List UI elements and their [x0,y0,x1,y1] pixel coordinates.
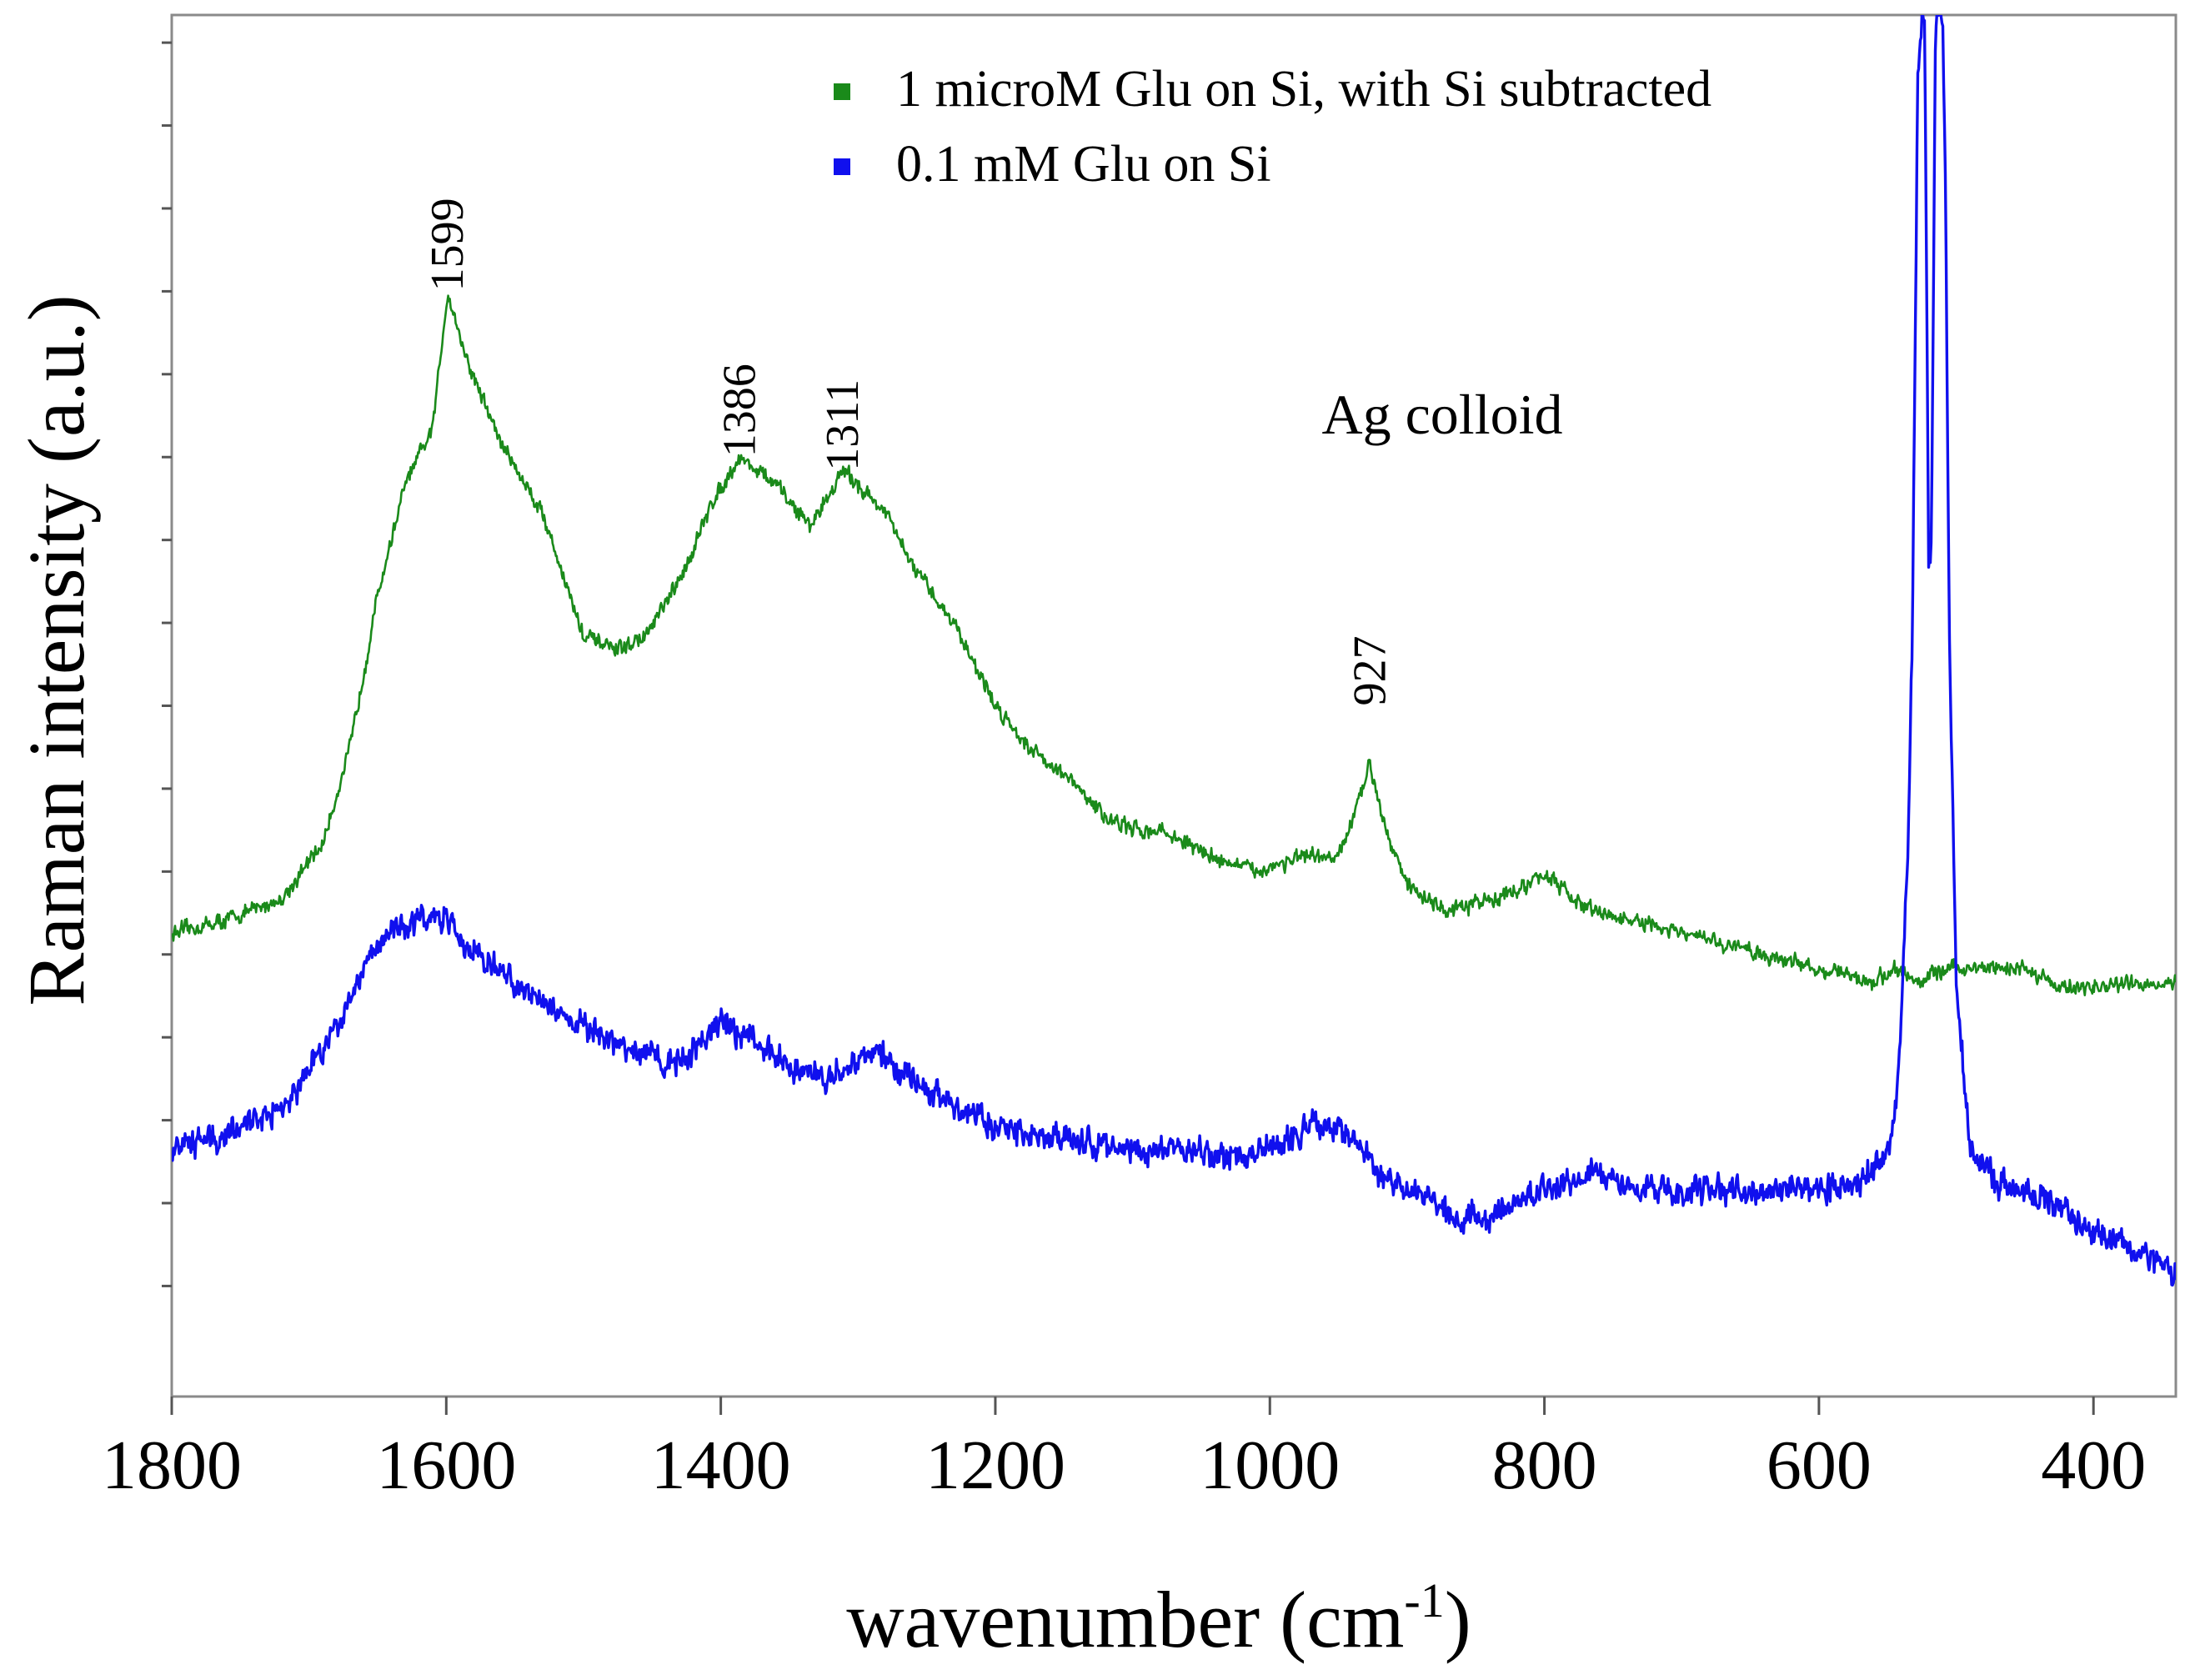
x-tick-label: 1400 [651,1427,791,1504]
series-line-green [172,294,2176,996]
y-axis-minor-ticks [162,41,172,1287]
x-tick-label: 1800 [102,1427,242,1504]
x-axis-title-suffix: ) [1445,1575,1471,1664]
legend-swatch-green [834,83,850,100]
series-layer [172,15,2176,1287]
y-axis-title: Raman intensity (a.u.) [12,294,101,1005]
x-tick-label: 800 [1492,1427,1597,1504]
x-tick-label: 1000 [1200,1427,1340,1504]
x-axis-ticks: 1800 1600 1400 1200 1000 800 600 400 [102,1397,2146,1504]
legend-label-green: 1 microM Glu on Si, with Si subtracted [896,61,1711,118]
x-tick-label: 1600 [376,1427,516,1504]
series-line-blue [172,15,2176,1287]
x-tick-label: 600 [1767,1427,1872,1504]
legend-label-blue: 0.1 mM Glu on Si [896,136,1271,193]
peak-label: 1386 [714,364,766,457]
peak-labels: 1599 1386 1311 927 [422,198,1396,705]
peak-label: 927 [1344,636,1396,706]
x-tick-label: 1200 [925,1427,1065,1504]
peak-label: 1599 [422,198,474,291]
x-axis-title-main: wavenumber (cm [846,1575,1404,1664]
x-axis-title-superscript: -1 [1404,1573,1444,1627]
legend-swatch-blue [834,158,850,175]
x-axis-title: wavenumber (cm-1) [846,1573,1471,1664]
x-tick-label: 400 [2041,1427,2146,1504]
ag-colloid-annotation: Ag colloid [1322,383,1563,446]
peak-label: 1311 [817,379,869,471]
legend: 1 microM Glu on Si, with Si subtracted 0… [834,61,1711,193]
